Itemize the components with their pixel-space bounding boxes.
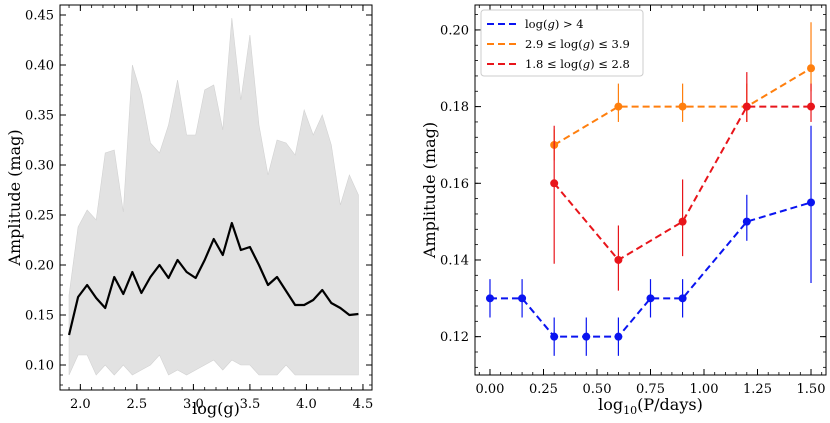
x-tick-label: 4.0 bbox=[296, 397, 317, 412]
legend-entry: 2.9 ≤ log(g) ≤ 3.9 bbox=[525, 37, 630, 51]
legend-text: ) > 4 bbox=[555, 17, 584, 31]
y-tick-label: 0.14 bbox=[440, 253, 469, 268]
x-tick-label: 1.50 bbox=[797, 382, 826, 397]
x-tick-label: 3.5 bbox=[240, 397, 261, 412]
data-point bbox=[742, 102, 751, 111]
x-axis-label: log(g) bbox=[192, 399, 240, 418]
legend-text: 1.8 ≤ log( bbox=[525, 57, 583, 71]
series-2 bbox=[550, 72, 816, 291]
x-axis-label: log10(P/days) bbox=[598, 395, 703, 417]
legend-entry: 1.8 ≤ log(g) ≤ 2.8 bbox=[525, 57, 630, 71]
x-tick-label: 0.00 bbox=[476, 382, 505, 397]
y-tick-label: 0.35 bbox=[25, 109, 54, 124]
data-point bbox=[678, 294, 687, 303]
y-axis-label: Amplitude (mag) bbox=[420, 122, 439, 259]
data-point bbox=[807, 102, 816, 111]
legend-frame bbox=[480, 9, 644, 77]
data-point bbox=[485, 294, 494, 303]
series-line bbox=[553, 105, 812, 262]
y-tick-label: 0.16 bbox=[440, 177, 469, 192]
data-point bbox=[518, 294, 527, 303]
x-tick-label: 0.75 bbox=[636, 382, 665, 397]
y-tick-label: 0.25 bbox=[25, 209, 54, 224]
y-tick-label: 0.20 bbox=[440, 23, 469, 38]
legend-text-italic: g bbox=[583, 37, 590, 51]
data-point bbox=[550, 332, 559, 341]
x-tick-label: 2.0 bbox=[70, 397, 91, 412]
data-point bbox=[582, 332, 591, 341]
x-axis-label-subscript: 10 bbox=[623, 404, 637, 417]
data-point bbox=[807, 64, 816, 73]
x-tick-label: 4.5 bbox=[353, 397, 374, 412]
y-tick-label: 0.18 bbox=[440, 100, 469, 115]
data-point bbox=[550, 179, 559, 188]
y-tick-label: 0.40 bbox=[25, 59, 54, 74]
data-point bbox=[614, 102, 623, 111]
legend-text-italic: g bbox=[547, 17, 554, 31]
data-point bbox=[742, 217, 751, 226]
y-tick-label: 0.12 bbox=[440, 330, 469, 345]
x-axis-label-text: log bbox=[598, 395, 623, 414]
data-point bbox=[614, 332, 623, 341]
data-point bbox=[807, 198, 816, 207]
x-tick-label: 2.5 bbox=[127, 397, 148, 412]
legend-text: ) ≤ 3.9 bbox=[590, 37, 630, 51]
legend-text: log( bbox=[525, 17, 547, 31]
right-panel-amplitude-vs-period: 0.00 0.25 0.50 0.75 1.00 1.25 1.50 0.12 0.14 0.16… bbox=[420, 4, 827, 417]
legend: log(g) > 42.9 ≤ log(g) ≤ 3.91.8 ≤ log(g)… bbox=[480, 9, 644, 77]
legend-text: ) ≤ 2.8 bbox=[590, 57, 630, 71]
y-tick-label: 0.20 bbox=[25, 259, 54, 274]
x-tick-label: 0.50 bbox=[583, 382, 612, 397]
y-axis-label: Amplitude (mag) bbox=[5, 129, 24, 266]
x-tick-label: 3.0 bbox=[183, 397, 204, 412]
legend-entry: log(g) > 4 bbox=[525, 17, 584, 31]
legend-text: 2.9 ≤ log( bbox=[525, 37, 583, 51]
y-tick-label: 0.45 bbox=[25, 9, 54, 24]
legend-text-italic: g bbox=[583, 57, 590, 71]
x-tick-label: 1.25 bbox=[743, 382, 772, 397]
data-point bbox=[646, 294, 655, 303]
y-tick-label: 0.30 bbox=[25, 159, 54, 174]
data-point bbox=[678, 102, 687, 111]
y-tick-label: 0.10 bbox=[25, 359, 54, 374]
x-tick-label: 1.00 bbox=[690, 382, 719, 397]
x-tick-label: 0.25 bbox=[529, 382, 558, 397]
series-0 bbox=[485, 125, 816, 356]
data-point bbox=[678, 217, 687, 226]
left-panel-amplitude-vs-logg: 2.0 2.5 3.0 3.5 4.0 4.5 0.10 0.15 0.20 0.25 0.30 0.… bbox=[5, 4, 374, 418]
y-tick-label: 0.15 bbox=[25, 309, 54, 324]
median-amplitude-line bbox=[67, 221, 359, 336]
x-axis-label-text: (P/days) bbox=[637, 395, 703, 414]
scatter-range-band bbox=[68, 17, 359, 376]
data-point bbox=[614, 255, 623, 264]
